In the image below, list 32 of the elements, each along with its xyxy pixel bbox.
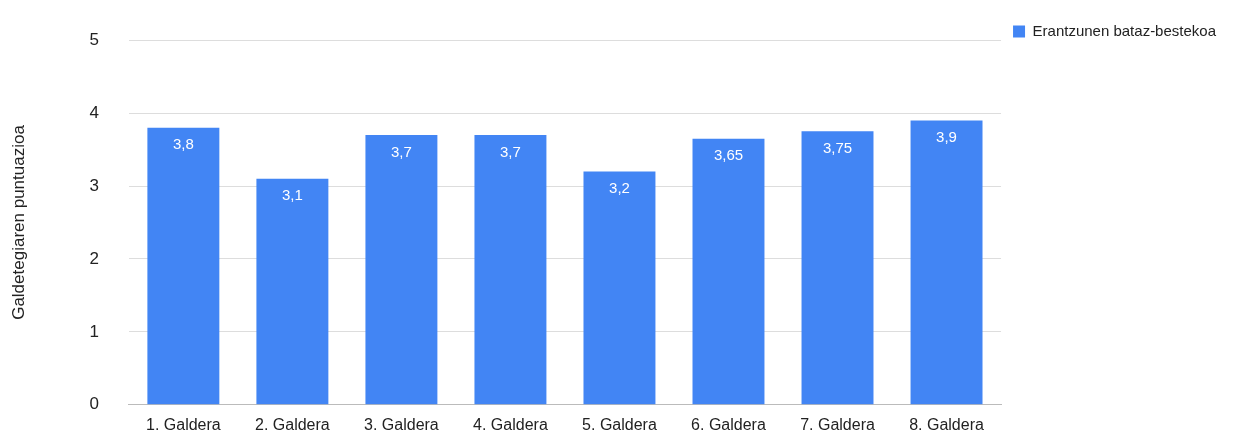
bar [147,127,220,405]
data-label: 3,7 [500,142,521,160]
x-tick-label: 2. Galdera [255,415,330,433]
data-label: 3,2 [609,179,630,197]
bar [583,171,656,405]
y-tick-label: 2 [89,248,99,268]
x-tick-label: 5. Galdera [582,415,657,433]
data-label: 3,9 [936,128,957,146]
bar [692,138,765,405]
legend-label: Erantzunen bataz-bestekoa [1032,21,1217,39]
y-tick-label: 0 [89,394,99,414]
x-tick-label: 8. Galdera [909,415,984,433]
data-label: 3,1 [281,186,303,204]
x-tick-label: 7. Galdera [800,415,875,433]
y-tick-label: 3 [89,175,99,195]
bar [256,178,329,405]
y-tick-label: 1 [89,321,99,341]
data-label: 3,8 [172,135,194,153]
y-tick-label: 4 [89,102,99,122]
x-tick-label: 6. Galdera [691,415,766,433]
data-label: 3,75 [822,138,853,156]
y-axis-title: Galdetegiaren puntuazioa [8,124,28,320]
data-label: 3,7 [390,142,412,160]
x-tick-label: 1. Galdera [146,415,221,433]
data-label: 3,65 [713,146,744,164]
y-tick-label: 5 [89,29,99,49]
bar [365,135,438,405]
bar [910,120,983,405]
bar [801,131,874,405]
x-tick-label: 4. Galdera [473,415,548,433]
x-tick-label: 3. Galdera [364,415,439,433]
bar [474,135,547,405]
